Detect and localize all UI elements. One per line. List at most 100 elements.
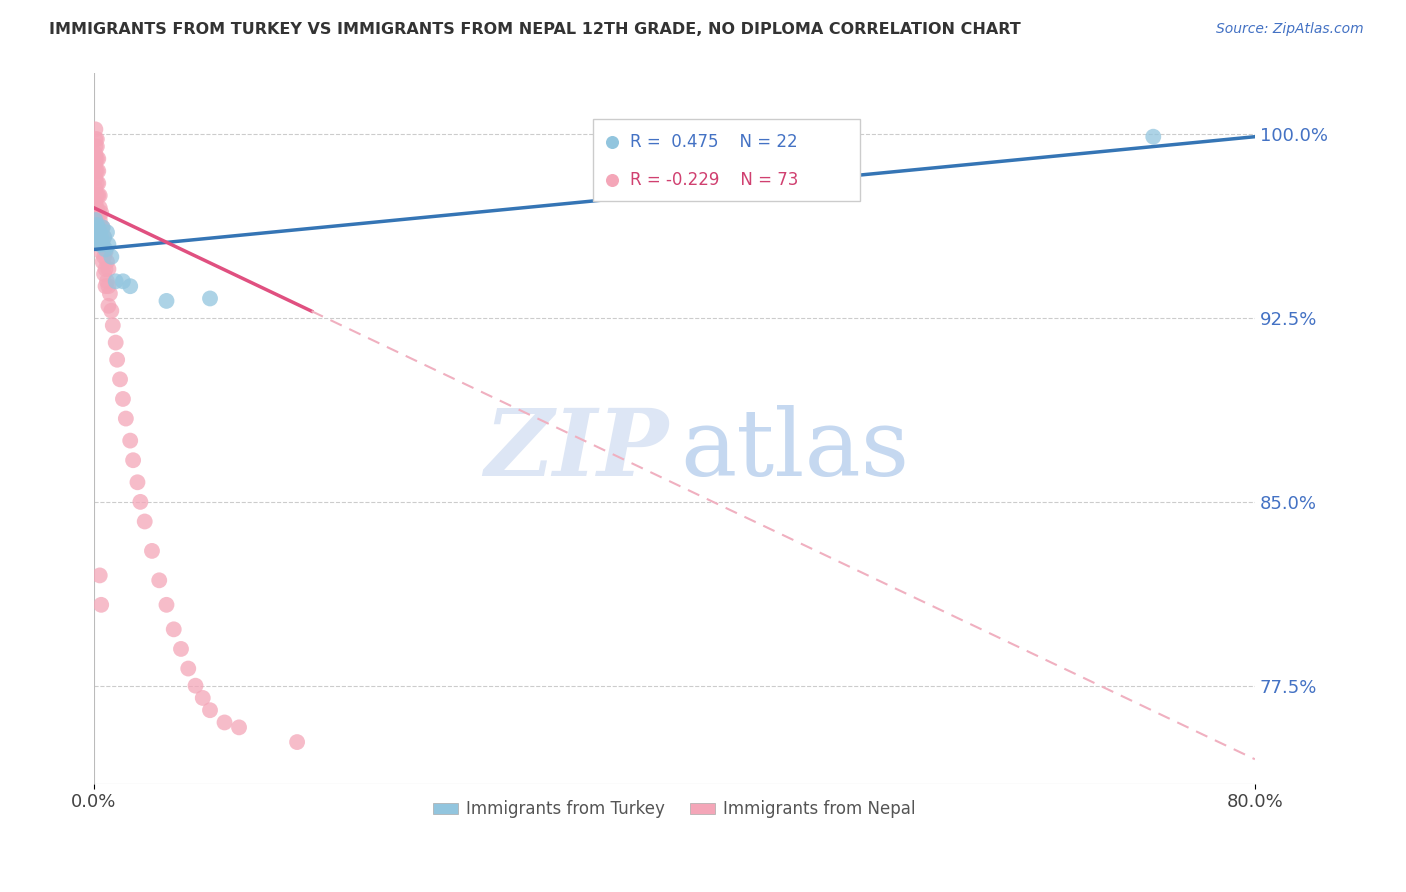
- Point: [86, 139, 108, 153]
- Point: [730, 498, 752, 512]
- Point: [97, 237, 120, 252]
- Point: [91, 220, 114, 235]
- Point: [97, 299, 120, 313]
- Point: [104, 274, 127, 288]
- Point: [198, 703, 221, 717]
- Point: [285, 735, 308, 749]
- Point: [120, 434, 142, 448]
- Point: [155, 293, 177, 308]
- Point: [89, 188, 111, 202]
- Point: [86, 213, 108, 227]
- Point: [94, 243, 117, 257]
- Point: [98, 286, 121, 301]
- Point: [101, 318, 124, 333]
- Point: [87, 233, 110, 247]
- Point: [97, 279, 120, 293]
- Point: [91, 220, 114, 235]
- Point: [730, 366, 752, 380]
- Point: [89, 201, 111, 215]
- Point: [87, 220, 110, 235]
- Point: [96, 274, 118, 288]
- Point: [86, 188, 108, 202]
- Point: [122, 453, 145, 467]
- Point: [86, 132, 108, 146]
- Point: [84, 164, 107, 178]
- Point: [115, 411, 138, 425]
- Text: Source: ZipAtlas.com: Source: ZipAtlas.com: [1216, 22, 1364, 37]
- Point: [86, 152, 108, 166]
- Point: [93, 250, 115, 264]
- Point: [89, 225, 111, 239]
- Point: [84, 171, 107, 186]
- Point: [84, 156, 107, 170]
- Point: [93, 267, 115, 281]
- Point: [198, 292, 221, 306]
- Point: [89, 568, 111, 582]
- Bar: [593, 120, 860, 201]
- Point: [170, 642, 193, 657]
- Point: [84, 146, 107, 161]
- Point: [91, 237, 114, 252]
- Point: [94, 244, 117, 259]
- Point: [84, 213, 107, 227]
- Point: [87, 188, 110, 202]
- Point: [87, 164, 110, 178]
- Point: [89, 213, 111, 227]
- Point: [91, 254, 114, 268]
- Point: [87, 152, 110, 166]
- Point: [214, 715, 236, 730]
- Point: [228, 720, 250, 734]
- Point: [89, 237, 111, 252]
- Point: [108, 372, 131, 386]
- Point: [105, 352, 128, 367]
- Point: [100, 250, 122, 264]
- Point: [120, 279, 142, 293]
- Text: R = -0.229    N = 73: R = -0.229 N = 73: [630, 171, 799, 189]
- Point: [86, 230, 108, 244]
- Point: [90, 230, 112, 244]
- Point: [177, 661, 200, 675]
- Point: [84, 195, 107, 210]
- Point: [90, 230, 112, 244]
- Point: [90, 220, 112, 235]
- Point: [163, 623, 186, 637]
- Point: [91, 237, 114, 252]
- Point: [90, 598, 112, 612]
- Point: [191, 690, 214, 705]
- Point: [89, 230, 111, 244]
- Point: [134, 515, 156, 529]
- Point: [111, 274, 134, 288]
- Text: atlas: atlas: [681, 405, 910, 495]
- Point: [84, 181, 107, 195]
- Point: [84, 122, 107, 136]
- Point: [90, 205, 112, 219]
- Point: [97, 262, 120, 277]
- Point: [94, 262, 117, 277]
- Point: [141, 544, 163, 558]
- Point: [93, 230, 115, 244]
- Point: [84, 132, 107, 146]
- Point: [96, 225, 118, 239]
- Point: [104, 335, 127, 350]
- Text: R =  0.475    N = 22: R = 0.475 N = 22: [630, 133, 799, 151]
- Point: [86, 176, 108, 190]
- Point: [184, 679, 207, 693]
- Point: [100, 303, 122, 318]
- Legend: Immigrants from Turkey, Immigrants from Nepal: Immigrants from Turkey, Immigrants from …: [426, 794, 922, 825]
- Point: [127, 475, 149, 490]
- Point: [87, 220, 110, 235]
- Point: [86, 164, 108, 178]
- Point: [84, 152, 107, 166]
- Point: [84, 139, 107, 153]
- Point: [93, 230, 115, 244]
- Point: [90, 244, 112, 259]
- Point: [87, 205, 110, 219]
- Point: [1142, 129, 1164, 144]
- Text: ZIP: ZIP: [484, 405, 669, 495]
- Point: [155, 598, 177, 612]
- Point: [87, 176, 110, 190]
- Text: IMMIGRANTS FROM TURKEY VS IMMIGRANTS FROM NEPAL 12TH GRADE, NO DIPLOMA CORRELATI: IMMIGRANTS FROM TURKEY VS IMMIGRANTS FRO…: [49, 22, 1021, 37]
- Point: [148, 574, 170, 588]
- Point: [86, 201, 108, 215]
- Point: [84, 225, 107, 239]
